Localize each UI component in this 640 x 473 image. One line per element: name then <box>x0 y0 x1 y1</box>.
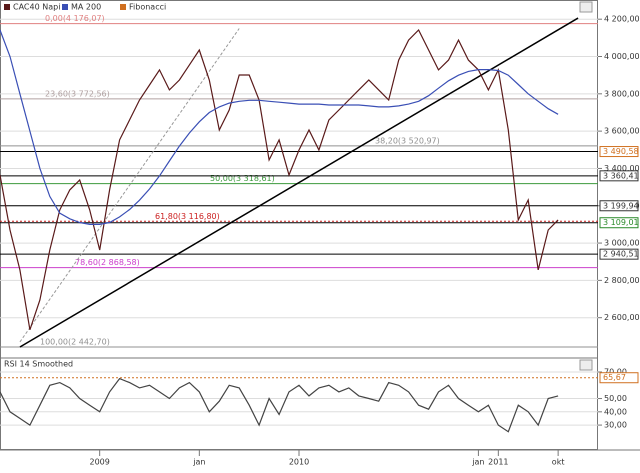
highlight-label: 65,67 <box>603 373 626 382</box>
x-tick-label: jan <box>192 458 205 467</box>
highlight-box <box>599 372 639 384</box>
legend-swatch <box>62 4 68 10</box>
x-tick-label: 2009 <box>89 458 109 467</box>
fib-label: 100,00(2 442,70) <box>40 338 110 347</box>
level-box <box>599 217 639 229</box>
x-tick-label: okt <box>552 458 565 467</box>
y-tick-label: 30,00 <box>604 421 627 430</box>
trendline <box>19 28 240 343</box>
x-tick-label: jan <box>471 458 484 467</box>
legend-label: MA 200 <box>71 3 101 12</box>
y-tick-label: 3 600,00 <box>604 127 640 136</box>
legend-swatch <box>4 4 10 10</box>
fib-label: 50,00(3 318,61) <box>210 174 275 183</box>
level-box <box>599 248 639 260</box>
close-button[interactable] <box>579 359 593 371</box>
legend-label: Fibonacci <box>129 3 166 12</box>
y-tick-label: 3 000,00 <box>604 239 640 248</box>
level-label: 3 490,58 <box>603 147 639 156</box>
fib-label: 0,00(4 176,07) <box>45 14 105 23</box>
level-box <box>599 170 639 182</box>
frame <box>0 0 598 450</box>
y-tick-label: 3 800,00 <box>604 89 640 98</box>
y-tick-label: 70,00 <box>604 367 627 376</box>
x-tick-label: 2010 <box>289 458 309 467</box>
y-tick-label: 4 000,00 <box>604 52 640 61</box>
level-label: 3 199,94 <box>603 201 639 210</box>
level-box <box>599 146 639 158</box>
y-tick-label: 3 400,00 <box>604 164 640 173</box>
series-line <box>0 29 559 225</box>
level-box <box>599 200 639 212</box>
legend-swatch <box>120 4 126 10</box>
y-tick-label: 50,00 <box>604 394 627 403</box>
fib-label: 38,20(3 520,97) <box>375 136 440 145</box>
close-button[interactable] <box>579 1 593 13</box>
level-label: 2 940,51 <box>603 250 639 259</box>
panel-title: RSI 14 Smoothed <box>4 360 73 369</box>
legend-label: CAC40 Napi <box>13 3 60 12</box>
fib-label: 61,80(3 116,80) <box>155 212 220 221</box>
series-line <box>0 377 559 433</box>
trendline <box>19 17 579 348</box>
y-tick-label: 4 200,00 <box>604 15 640 24</box>
y-tick-label: 2 800,00 <box>604 276 640 285</box>
x-tick-label: 2011 <box>488 458 508 467</box>
series-line <box>0 28 559 330</box>
y-tick-label: 40,00 <box>604 407 627 416</box>
level-label: 3 109,01 <box>603 218 639 227</box>
y-tick-label: 2 600,00 <box>604 313 640 322</box>
fib-label: 78,60(2 868,58) <box>75 258 140 267</box>
level-label: 3 360,41 <box>603 171 639 180</box>
fib-label: 23,60(3 772,56) <box>45 89 110 98</box>
